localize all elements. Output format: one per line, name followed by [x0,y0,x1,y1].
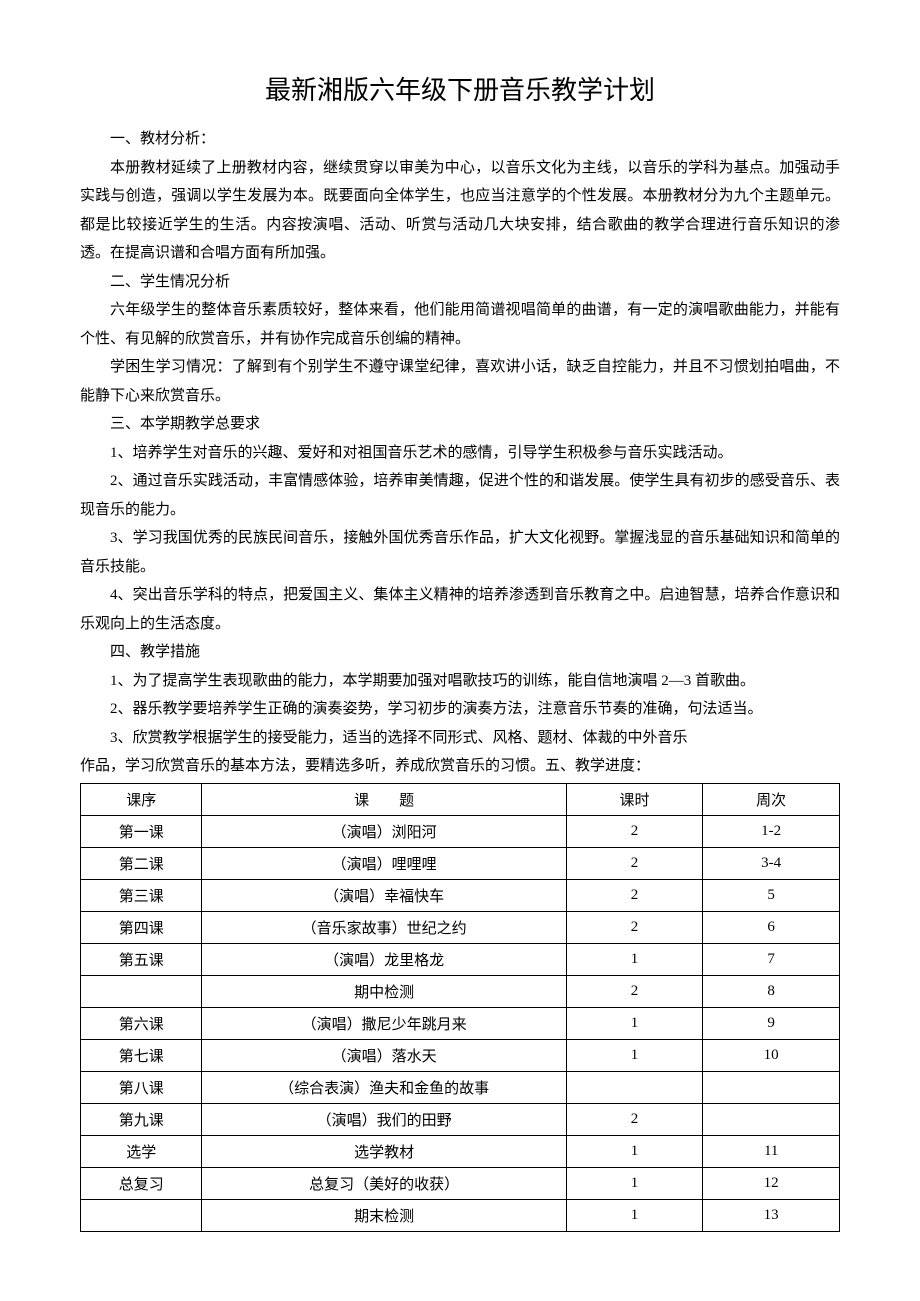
cell-seq: 第九课 [81,1103,202,1135]
cell-hours: 2 [566,847,703,879]
section-3-paragraph-3: 3、学习我国优秀的民族民间音乐，接触外国优秀音乐作品，扩大文化视野。掌握浅显的音… [80,524,840,581]
cell-seq: 总复习 [81,1167,202,1199]
section-3-paragraph-2: 2、通过音乐实践活动，丰富情感体验，培养审美情趣，促进个性的和谐发展。使学生具有… [80,467,840,524]
cell-seq: 第二课 [81,847,202,879]
table-row: 第二课 （演唱）哩哩哩 2 3-4 [81,847,840,879]
cell-topic: 期末检测 [202,1199,566,1231]
table-row: 第四课 （音乐家故事）世纪之约 2 6 [81,911,840,943]
table-row: 第五课 （演唱）龙里格龙 1 7 [81,943,840,975]
cell-hours: 1 [566,1199,703,1231]
cell-week: 3-4 [703,847,840,879]
header-seq: 课序 [81,783,202,815]
section-2-paragraph-1: 六年级学生的整体音乐素质较好，整体来看，他们能用简谱视唱简单的曲谱，有一定的演唱… [80,296,840,353]
cell-week: 11 [703,1135,840,1167]
cell-hours [566,1071,703,1103]
cell-seq: 第一课 [81,815,202,847]
cell-topic: （演唱）幸福快车 [202,879,566,911]
cell-hours: 1 [566,1007,703,1039]
header-topic-b: 题 [399,793,414,809]
cell-topic: 期中检测 [202,975,566,1007]
header-hours: 课时 [566,783,703,815]
section-4-heading: 四、教学措施 [80,638,840,667]
cell-seq: 第七课 [81,1039,202,1071]
table-row: 第七课 （演唱）落水天 1 10 [81,1039,840,1071]
table-row: 选学 选学教材 1 11 [81,1135,840,1167]
cell-week [703,1103,840,1135]
cell-seq: 第五课 [81,943,202,975]
cell-week [703,1071,840,1103]
header-topic: 课 题 [202,783,566,815]
table-row: 第八课 （综合表演）渔夫和金鱼的故事 [81,1071,840,1103]
cell-topic: 总复习（美好的收获） [202,1167,566,1199]
cell-week: 1-2 [703,815,840,847]
cell-week: 10 [703,1039,840,1071]
cell-seq: 第四课 [81,911,202,943]
header-topic-a: 课 [354,793,369,809]
section-2-paragraph-2: 学困生学习情况：了解到有个别学生不遵守课堂纪律，喜欢讲小话，缺乏自控能力，并且不… [80,353,840,410]
cell-week: 12 [703,1167,840,1199]
cell-week: 5 [703,879,840,911]
cell-seq: 选学 [81,1135,202,1167]
table-row: 第一课 （演唱）浏阳河 2 1-2 [81,815,840,847]
section-1-paragraph-1: 本册教材延续了上册教材内容，继续贯穿以审美为中心，以音乐文化为主线，以音乐的学科… [80,154,840,268]
cell-week: 13 [703,1199,840,1231]
cell-week: 8 [703,975,840,1007]
cell-topic: （演唱）落水天 [202,1039,566,1071]
cell-week: 6 [703,911,840,943]
cell-topic: 选学教材 [202,1135,566,1167]
cell-topic: （音乐家故事）世纪之约 [202,911,566,943]
section-4-paragraph-4: 作品，学习欣赏音乐的基本方法，要精选多听，养成欣赏音乐的习惯。五、教学进度： [80,752,840,781]
table-row: 期末检测 1 13 [81,1199,840,1231]
cell-topic: （演唱）龙里格龙 [202,943,566,975]
table-header-row: 课序 课 题 课时 周次 [81,783,840,815]
cell-hours: 2 [566,975,703,1007]
cell-hours: 1 [566,943,703,975]
cell-hours: 1 [566,1167,703,1199]
section-3-paragraph-1: 1、培养学生对音乐的兴趣、爱好和对祖国音乐艺术的感情，引导学生积极参与音乐实践活… [80,439,840,468]
section-2-heading: 二、学生情况分析 [80,268,840,297]
section-4-paragraph-2: 2、器乐教学要培养学生正确的演奏姿势，学习初步的演奏方法，注意音乐节奏的准确，句… [80,695,840,724]
cell-week: 7 [703,943,840,975]
cell-hours: 2 [566,815,703,847]
page-title: 最新湘版六年级下册音乐教学计划 [80,70,840,107]
table-row: 总复习 总复习（美好的收获） 1 12 [81,1167,840,1199]
cell-week: 9 [703,1007,840,1039]
cell-seq [81,975,202,1007]
table-row: 第三课 （演唱）幸福快车 2 5 [81,879,840,911]
section-4-paragraph-1: 1、为了提高学生表现歌曲的能力，本学期要加强对唱歌技巧的训练，能自信地演唱 2—… [80,667,840,696]
schedule-table: 课序 课 题 课时 周次 第一课 （演唱）浏阳河 2 1-2 第二课 （演唱）哩… [80,783,840,1232]
table-body: 第一课 （演唱）浏阳河 2 1-2 第二课 （演唱）哩哩哩 2 3-4 第三课 … [81,815,840,1231]
table-row: 第六课 （演唱）撒尼少年跳月来 1 9 [81,1007,840,1039]
cell-topic: （演唱）哩哩哩 [202,847,566,879]
table-row: 第九课 （演唱）我们的田野 2 [81,1103,840,1135]
section-3-paragraph-4: 4、突出音乐学科的特点，把爱国主义、集体主义精神的培养渗透到音乐教育之中。启迪智… [80,581,840,638]
cell-hours: 2 [566,1103,703,1135]
cell-topic: （演唱）浏阳河 [202,815,566,847]
cell-topic: （综合表演）渔夫和金鱼的故事 [202,1071,566,1103]
cell-hours: 1 [566,1135,703,1167]
section-3-heading: 三、本学期教学总要求 [80,410,840,439]
cell-topic: （演唱）我们的田野 [202,1103,566,1135]
section-4-paragraph-3: 3、欣赏教学根据学生的接受能力，适当的选择不同形式、风格、题材、体裁的中外音乐 [80,724,840,753]
cell-seq: 第八课 [81,1071,202,1103]
cell-seq: 第六课 [81,1007,202,1039]
cell-hours: 2 [566,911,703,943]
cell-seq: 第三课 [81,879,202,911]
table-row: 期中检测 2 8 [81,975,840,1007]
cell-topic: （演唱）撒尼少年跳月来 [202,1007,566,1039]
cell-hours: 2 [566,879,703,911]
cell-hours: 1 [566,1039,703,1071]
section-1-heading: 一、教材分析： [80,125,840,154]
header-week: 周次 [703,783,840,815]
cell-seq [81,1199,202,1231]
